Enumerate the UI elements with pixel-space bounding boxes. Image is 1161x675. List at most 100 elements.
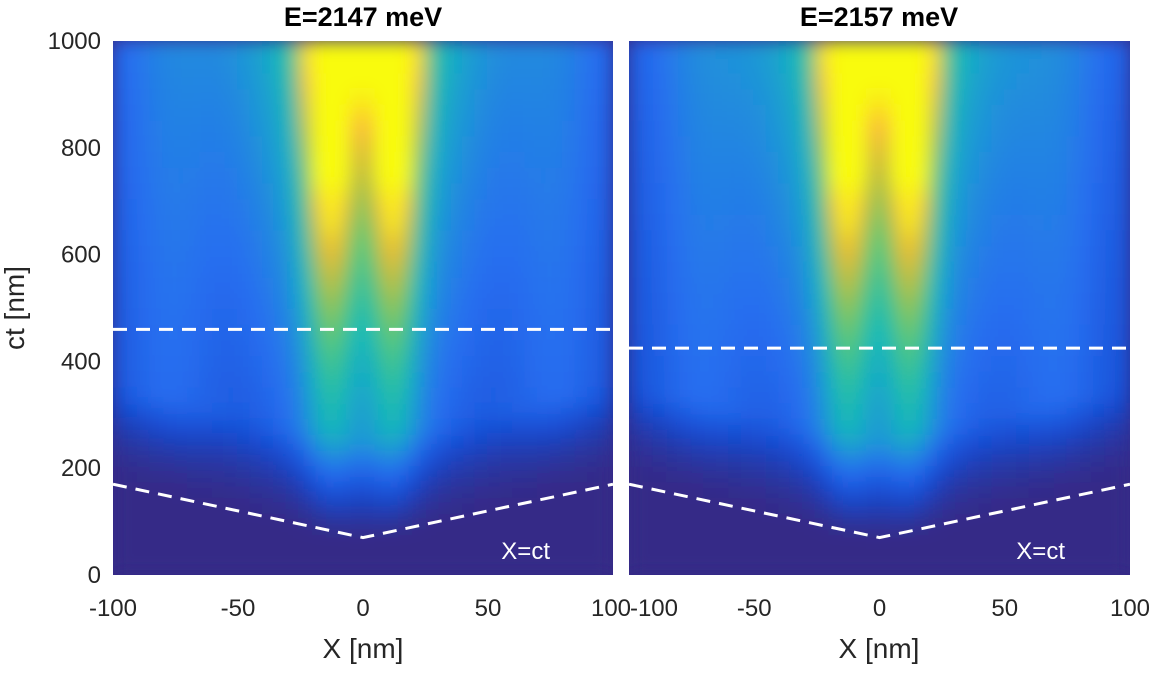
heatmap-cell bbox=[449, 55, 464, 74]
heatmap-cell bbox=[113, 558, 127, 575]
heatmap-cell bbox=[137, 197, 152, 215]
heatmap-cell bbox=[1103, 71, 1119, 90]
heatmap-cell bbox=[753, 228, 768, 247]
heatmap-cell bbox=[287, 479, 302, 498]
heatmap-cell bbox=[715, 55, 731, 74]
heatmap-cell bbox=[1103, 165, 1119, 184]
heatmap-cell bbox=[715, 87, 731, 105]
heatmap-cell bbox=[840, 448, 856, 467]
heatmap-cell bbox=[524, 212, 539, 231]
heatmap-cell bbox=[149, 165, 164, 184]
heatmap-cell bbox=[187, 464, 202, 482]
heatmap-cell bbox=[374, 134, 389, 152]
heatmap-cell bbox=[790, 432, 806, 451]
heatmap-cell bbox=[537, 165, 552, 184]
heatmap-cell bbox=[312, 322, 327, 341]
heatmap-cell bbox=[537, 244, 552, 262]
heatmap-cell bbox=[765, 432, 781, 451]
heatmap-cell bbox=[1091, 55, 1106, 74]
heatmap-cell bbox=[728, 244, 743, 262]
heatmap-cell bbox=[287, 558, 302, 575]
heatmap-cell bbox=[1091, 291, 1106, 309]
heatmap-cell bbox=[449, 495, 464, 514]
heatmap-cell bbox=[840, 181, 856, 200]
heatmap-cell bbox=[790, 228, 806, 247]
heatmap-cell bbox=[1078, 134, 1094, 152]
heatmap-cell bbox=[587, 307, 602, 325]
heatmap-cell bbox=[374, 511, 389, 529]
heatmap-cell bbox=[753, 244, 768, 262]
heatmap-cell bbox=[449, 448, 464, 467]
heatmap-cell bbox=[524, 464, 539, 482]
heatmap-cell bbox=[765, 448, 781, 467]
heatmap-cell bbox=[349, 338, 364, 357]
heatmap-cell bbox=[803, 228, 818, 247]
heatmap-cell bbox=[349, 526, 364, 545]
heatmap-cell bbox=[474, 149, 489, 168]
heatmap-cell bbox=[287, 322, 302, 341]
heatmap-cell bbox=[162, 479, 177, 498]
heatmap-cell bbox=[224, 212, 239, 231]
heatmap-cell bbox=[853, 71, 868, 90]
heatmap-cell bbox=[274, 291, 289, 309]
heatmap-cell bbox=[549, 259, 564, 278]
heatmap-cell bbox=[1116, 134, 1130, 152]
heatmap-cell bbox=[212, 338, 227, 357]
heatmap-cell bbox=[337, 291, 352, 309]
heatmap-cell bbox=[715, 181, 731, 200]
heatmap-cell bbox=[991, 369, 1006, 388]
heatmap-cell bbox=[928, 291, 944, 309]
heatmap-cell bbox=[462, 464, 477, 482]
heatmap-cell bbox=[978, 464, 994, 482]
heatmap-cell bbox=[549, 55, 564, 74]
heatmap-cell bbox=[916, 354, 931, 372]
heatmap-cell bbox=[828, 385, 843, 404]
heatmap-cell bbox=[740, 416, 756, 435]
heatmap-cell bbox=[174, 511, 189, 529]
heatmap-cell bbox=[437, 464, 452, 482]
heatmap-cell bbox=[299, 401, 314, 419]
heatmap-cell bbox=[653, 87, 668, 105]
heatmap-cell bbox=[728, 432, 743, 451]
heatmap-cell bbox=[1003, 432, 1019, 451]
heatmap-cell bbox=[653, 558, 668, 575]
heatmap-cell bbox=[715, 542, 731, 561]
heatmap-cell bbox=[312, 464, 327, 482]
heatmap-cell bbox=[299, 338, 314, 357]
heatmap-cell bbox=[678, 118, 693, 137]
heatmap-cell bbox=[1003, 354, 1019, 372]
heatmap-cell bbox=[512, 55, 527, 74]
heatmap-cell bbox=[1078, 275, 1094, 294]
heatmap-cell bbox=[337, 41, 352, 58]
heatmap-cell bbox=[1003, 307, 1019, 325]
heatmap-cell bbox=[953, 55, 969, 74]
heatmap-cell bbox=[587, 432, 602, 451]
heatmap-cell bbox=[474, 369, 489, 388]
heatmap-cell bbox=[199, 369, 214, 388]
heatmap-cell bbox=[137, 228, 152, 247]
heatmap-cell bbox=[1091, 401, 1106, 419]
heatmap-cell bbox=[387, 149, 402, 168]
heatmap-cell bbox=[865, 149, 881, 168]
heatmap-cell bbox=[362, 307, 377, 325]
x-axis-label: X [nm] bbox=[839, 633, 920, 664]
heatmap-cell bbox=[753, 118, 768, 137]
heatmap-cell bbox=[312, 228, 327, 247]
heatmap-cell bbox=[324, 197, 339, 215]
heatmap-cell bbox=[916, 448, 931, 467]
heatmap-cell bbox=[629, 212, 643, 231]
heatmap-cell bbox=[387, 307, 402, 325]
heatmap-cell bbox=[474, 259, 489, 278]
heatmap-cell bbox=[399, 134, 414, 152]
heatmap-cell bbox=[474, 134, 489, 152]
heatmap-cell bbox=[853, 181, 868, 200]
heatmap-cell bbox=[249, 291, 264, 309]
heatmap-cell bbox=[412, 275, 427, 294]
heatmap-cell bbox=[703, 542, 718, 561]
heatmap-cell bbox=[1016, 41, 1031, 58]
heatmap-cell bbox=[537, 542, 552, 561]
heatmap-cell bbox=[124, 464, 139, 482]
heatmap-cell bbox=[640, 165, 656, 184]
heatmap-cell bbox=[449, 526, 464, 545]
heatmap-cell bbox=[1078, 526, 1094, 545]
